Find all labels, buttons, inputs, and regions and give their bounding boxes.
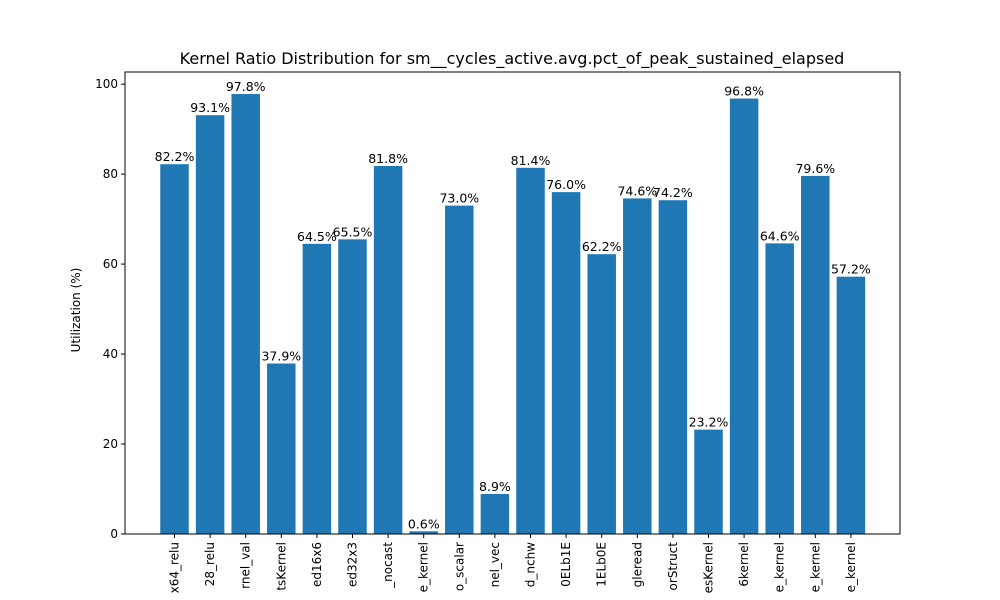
x-axis: x64_relu 28_relu rnel_val tsKernel ed16x6 ed3… [168, 534, 858, 593]
data-label: 37.9% [261, 349, 301, 364]
data-label: 0.6% [408, 516, 440, 531]
data-label: 65.5% [333, 224, 373, 239]
data-label: 64.5% [297, 229, 337, 244]
y-tick-label: 100 [95, 77, 118, 91]
data-labels-group: 82.2% 93.1% 97.8% 37.9% 64.5%65.5% 81.8% 0.6% 7… [155, 79, 871, 531]
x-tick-label: ed16x6 [310, 542, 324, 587]
bar-rnel_val [231, 94, 260, 534]
y-axis: 0 20 40 60 80 100 [95, 77, 125, 541]
x-tick-label: e_kernel [808, 542, 822, 592]
x-tick-label: 0ELb1E [559, 542, 573, 587]
x-tick-label: ed32x3 [346, 542, 360, 587]
bar-e_kernel [765, 243, 794, 534]
data-label: 57.2% [831, 262, 871, 277]
x-tick-label: esKernel [702, 542, 716, 593]
bar-e_kernel [801, 175, 830, 535]
data-label: 97.8% [226, 79, 266, 94]
bar-e_kernel [836, 276, 866, 534]
x-tick-label: nel_vec [488, 542, 502, 587]
bar-gleread [623, 198, 652, 534]
data-label: 81.8% [368, 151, 408, 166]
x-tick-label: 28_relu [203, 542, 217, 586]
x-tick-label: gleread [630, 542, 644, 587]
data-label: 8.9% [479, 479, 511, 494]
bar-ed32x3 [338, 239, 367, 534]
x-tick-label: _nocast [381, 542, 395, 589]
x-tick-label: tsKernel [274, 542, 288, 591]
y-tick-label: 40 [103, 347, 118, 361]
x-tick-label: e_kernel [417, 542, 431, 592]
bar-6kernel [729, 98, 759, 534]
bar-0ELb1E [551, 192, 581, 535]
bar-x64_relu [160, 164, 189, 534]
bar-ed16x6 [302, 243, 332, 534]
x-tick-label: 6kernel [737, 542, 751, 587]
data-label: 73.0% [439, 191, 479, 206]
y-tick-label: 20 [103, 437, 118, 451]
x-tick-label: e_kernel [844, 542, 858, 592]
data-label: 23.2% [689, 415, 729, 430]
x-tick-label: o_scalar [452, 542, 466, 591]
y-tick-label: 0 [110, 527, 118, 541]
bar-28_relu [195, 115, 225, 534]
data-label: 79.6% [795, 161, 835, 176]
data-label: 81.4% [511, 153, 551, 168]
data-label: 93.1% [190, 100, 230, 115]
bar-1ELb0E [587, 254, 616, 534]
chart-title: Kernel Ratio Distribution for sm__cycles… [180, 49, 845, 69]
data-label: 62.2% [582, 239, 622, 254]
x-tick-label: rnel_val [239, 542, 253, 589]
bar-esKernel [694, 429, 723, 534]
data-label: 96.8% [724, 84, 764, 99]
bar-e_kernel [409, 531, 438, 534]
x-tick-label: x64_relu [168, 542, 182, 593]
y-tick-label: 60 [103, 257, 118, 271]
x-tick-label: e_kernel [773, 542, 787, 592]
bar-orStruct [658, 200, 688, 534]
y-tick-label: 80 [103, 167, 118, 181]
bar-tsKernel [267, 363, 296, 534]
x-tick-label: d_nchw [524, 542, 538, 587]
y-axis-label: Utilization (%) [69, 268, 83, 353]
plot-frame [124, 71, 901, 535]
bar-d_nchw [516, 167, 545, 534]
data-label: 64.6% [760, 228, 800, 243]
x-tick-label: orStruct [666, 542, 680, 591]
data-label: 76.0% [546, 177, 586, 192]
bar-_nocast [373, 166, 403, 534]
bar-o_scalar [445, 205, 474, 535]
bar-nel_vec [480, 493, 510, 534]
data-label: 74.6% [617, 183, 657, 198]
bars-group [160, 94, 866, 535]
x-tick-label: 1ELb0E [595, 542, 609, 587]
data-label: 74.2% [653, 185, 693, 200]
data-label: 82.2% [155, 149, 195, 164]
